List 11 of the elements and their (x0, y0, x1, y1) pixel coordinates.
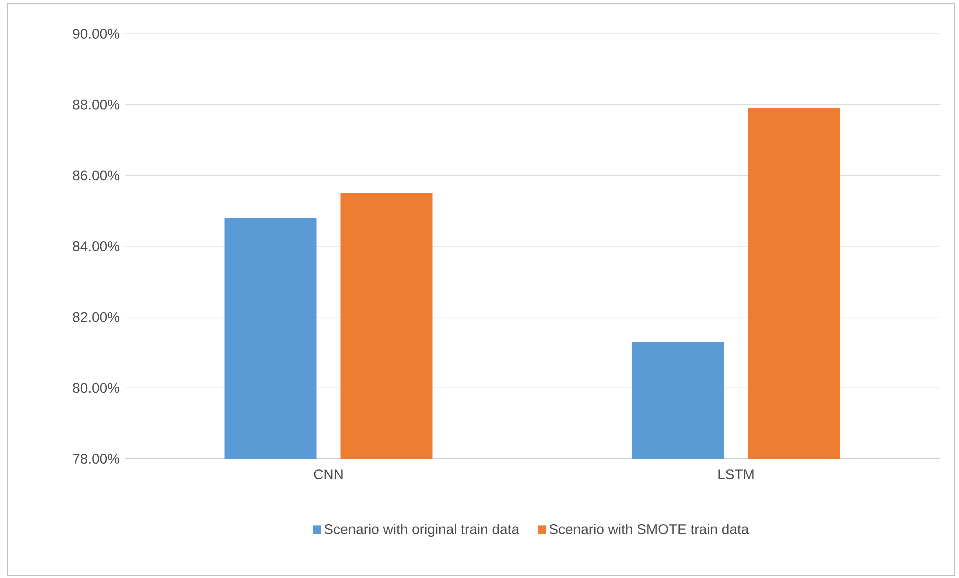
legend-label: Scenario with SMOTE train data (550, 524, 750, 534)
y-tick-label: 88.00% (73, 100, 120, 110)
x-tick-label: LSTM (718, 470, 754, 480)
y-tick-label: 78.00% (73, 454, 120, 464)
legend-label: Scenario with original train data (324, 524, 520, 538)
y-tick-label: 80.00% (73, 383, 120, 394)
y-tick-label: 82.00% (73, 312, 120, 322)
y-tick-label: 84.00% (73, 242, 120, 252)
x-tick-label: CNN (314, 470, 343, 480)
y-tick-label: 86.00% (73, 170, 120, 181)
y-tick-label: 90.00% (73, 29, 120, 39)
